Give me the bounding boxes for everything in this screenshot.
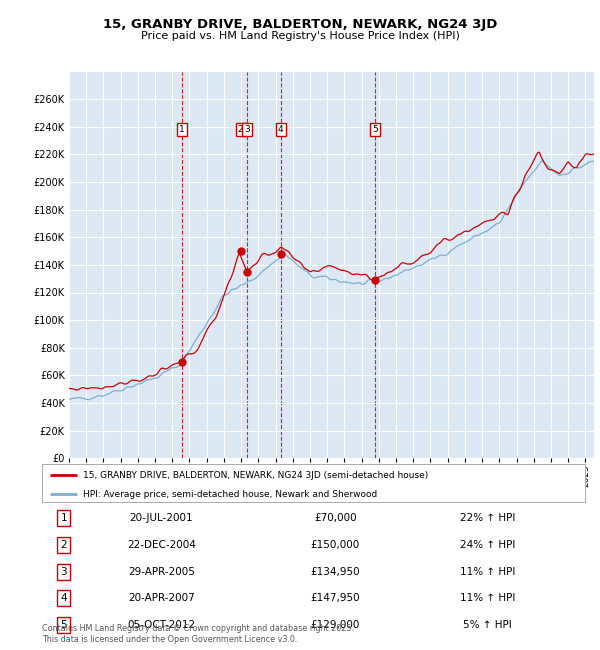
Text: HPI: Average price, semi-detached house, Newark and Sherwood: HPI: Average price, semi-detached house,… xyxy=(83,489,377,499)
Text: Contains HM Land Registry data © Crown copyright and database right 2025.
This d: Contains HM Land Registry data © Crown c… xyxy=(42,624,354,644)
Text: 22-DEC-2004: 22-DEC-2004 xyxy=(127,540,196,550)
Text: £129,000: £129,000 xyxy=(311,620,360,630)
Point xyxy=(370,275,380,285)
Text: 20-APR-2007: 20-APR-2007 xyxy=(128,593,195,603)
Text: 11% ↑ HPI: 11% ↑ HPI xyxy=(460,593,515,603)
Text: 20-JUL-2001: 20-JUL-2001 xyxy=(130,514,193,523)
Text: 2: 2 xyxy=(238,125,244,134)
Text: 3: 3 xyxy=(61,567,67,577)
Text: 2: 2 xyxy=(61,540,67,550)
Text: 24% ↑ HPI: 24% ↑ HPI xyxy=(460,540,515,550)
Text: £150,000: £150,000 xyxy=(311,540,360,550)
Text: 3: 3 xyxy=(244,125,250,134)
Text: 4: 4 xyxy=(278,125,284,134)
Text: 1: 1 xyxy=(61,514,67,523)
Point xyxy=(242,266,251,277)
Point xyxy=(236,246,245,256)
Text: 5: 5 xyxy=(372,125,377,134)
Text: 5: 5 xyxy=(61,620,67,630)
Text: 15, GRANBY DRIVE, BALDERTON, NEWARK, NG24 3JD (semi-detached house): 15, GRANBY DRIVE, BALDERTON, NEWARK, NG2… xyxy=(83,471,428,480)
Text: Price paid vs. HM Land Registry's House Price Index (HPI): Price paid vs. HM Land Registry's House … xyxy=(140,31,460,41)
Text: 29-APR-2005: 29-APR-2005 xyxy=(128,567,195,577)
Point xyxy=(177,356,187,367)
Point xyxy=(276,249,286,259)
Text: 05-OCT-2012: 05-OCT-2012 xyxy=(127,620,196,630)
Text: 1: 1 xyxy=(179,125,185,134)
Text: 5% ↑ HPI: 5% ↑ HPI xyxy=(463,620,512,630)
Text: 11% ↑ HPI: 11% ↑ HPI xyxy=(460,567,515,577)
Text: 22% ↑ HPI: 22% ↑ HPI xyxy=(460,514,515,523)
Text: 4: 4 xyxy=(61,593,67,603)
Text: £134,950: £134,950 xyxy=(310,567,360,577)
Text: £70,000: £70,000 xyxy=(314,514,356,523)
Text: 15, GRANBY DRIVE, BALDERTON, NEWARK, NG24 3JD: 15, GRANBY DRIVE, BALDERTON, NEWARK, NG2… xyxy=(103,18,497,31)
Text: £147,950: £147,950 xyxy=(310,593,360,603)
